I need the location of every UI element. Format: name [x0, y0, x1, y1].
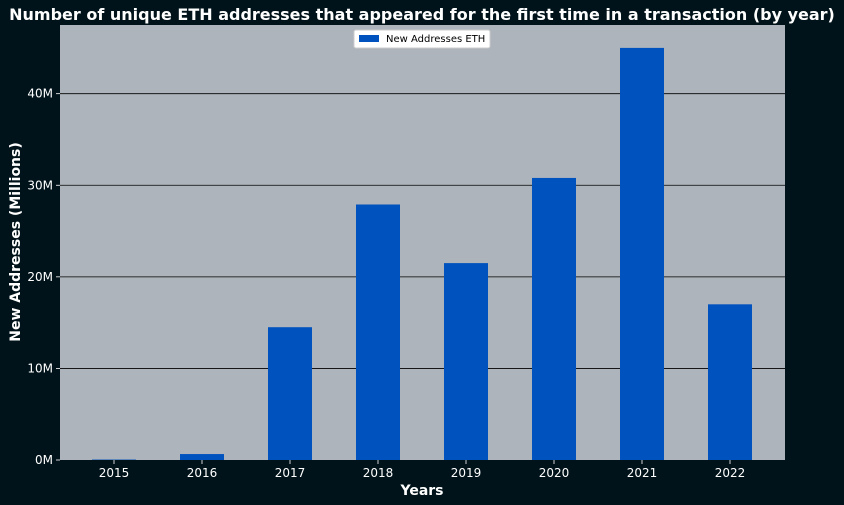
y-axis-ticks: 0M 10M 20M 30M 40M	[27, 87, 60, 467]
y-tick-label: 0M	[35, 453, 53, 467]
x-axis-label: Years	[399, 483, 443, 499]
legend: New Addresses ETH	[353, 29, 491, 49]
bar-2020	[532, 177, 576, 461]
x-tick-label: 2016	[187, 466, 218, 480]
legend-swatch	[359, 35, 379, 42]
legend-label: New Addresses ETH	[386, 34, 485, 45]
x-tick-label: 2021	[627, 466, 658, 480]
y-tick-label: 10M	[27, 361, 53, 375]
x-tick-label: 2020	[539, 466, 570, 480]
bar-2019	[444, 263, 488, 460]
y-tick-label: 30M	[27, 178, 53, 192]
x-tick-label: 2018	[363, 466, 394, 480]
y-tick-label: 20M	[27, 270, 53, 284]
legend-box	[353, 29, 491, 49]
bars	[92, 47, 752, 461]
x-axis-ticks: 2015 2016 2017 2018 2019 2020 2021 2022	[99, 460, 746, 480]
chart-title: Number of unique ETH addresses that appe…	[9, 5, 835, 24]
x-tick-label: 2017	[275, 466, 306, 480]
x-tick-label: 2019	[451, 466, 482, 480]
bar-2022	[708, 304, 752, 460]
plot-area	[60, 25, 785, 460]
bar-2016	[180, 454, 224, 460]
y-tick-label: 40M	[27, 87, 53, 101]
bar-2021	[620, 47, 664, 460]
gridlines	[60, 93, 785, 369]
y-axis-label: New Addresses (Millions)	[8, 142, 24, 342]
bar-2018	[356, 204, 400, 460]
bar-2017	[268, 327, 312, 460]
x-tick-label: 2015	[99, 466, 130, 480]
x-tick-label: 2022	[715, 466, 746, 480]
